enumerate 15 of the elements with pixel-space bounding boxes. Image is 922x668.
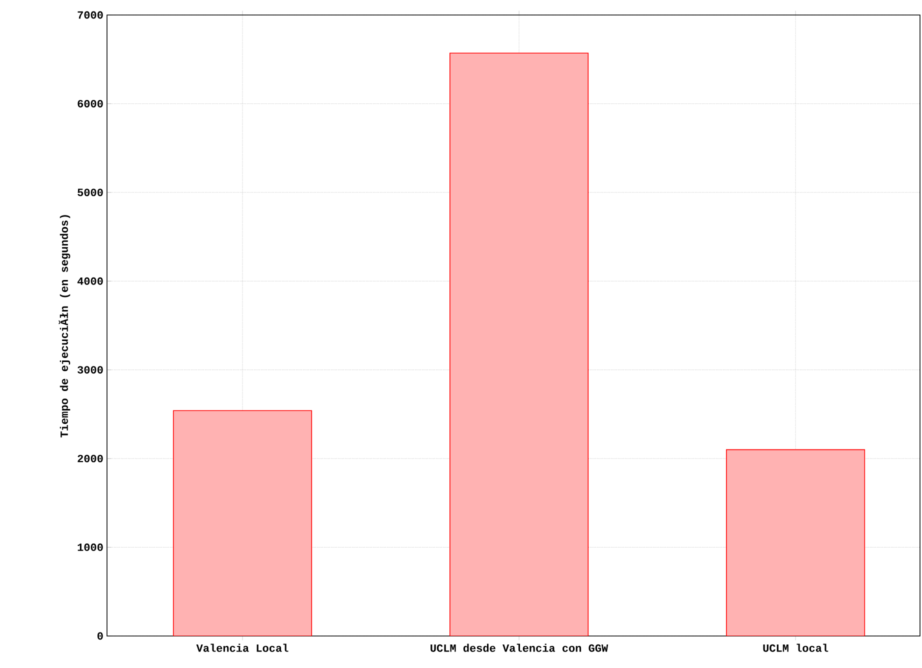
bar — [450, 52, 589, 636]
bar — [726, 449, 866, 636]
bar — [172, 410, 312, 636]
x-tick-label: Valencia Local — [196, 644, 288, 652]
y-tick-label: 4000 — [77, 277, 103, 285]
x-tick-label: UCLM local — [763, 644, 828, 652]
y-tick-label: 2000 — [78, 454, 103, 462]
y-tick-label: 0 — [98, 632, 103, 640]
y-tick-label: 5000 — [78, 188, 103, 196]
y-tick-label: 7000 — [78, 11, 103, 19]
y-tick-label: 3000 — [78, 366, 103, 374]
y-axis-title: Tiempo de ejecuciĂłn (en segundos) — [58, 215, 70, 438]
y-tick-label: 1000 — [78, 544, 103, 552]
y-tick-label: 6000 — [78, 100, 103, 108]
x-tick-label: UCLM desde Valencia con GGW — [430, 644, 608, 652]
